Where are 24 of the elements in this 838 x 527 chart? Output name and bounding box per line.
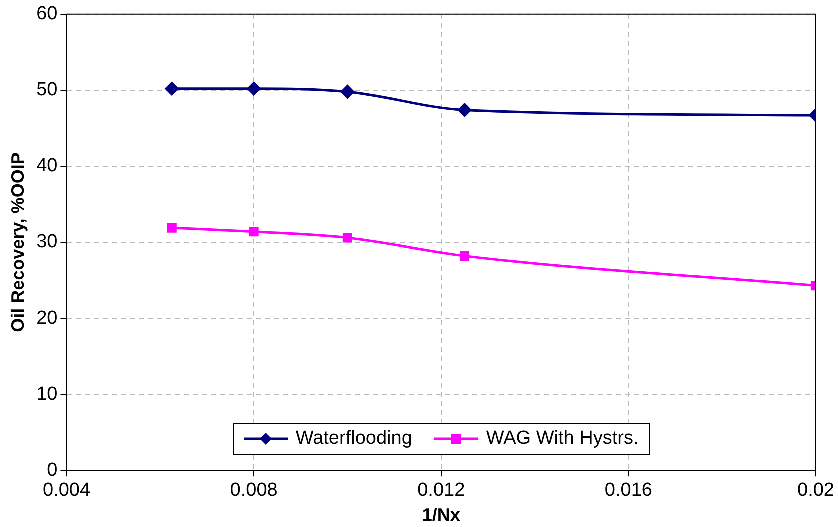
point bbox=[247, 82, 261, 96]
y-tick-label: 0 bbox=[47, 460, 58, 481]
point bbox=[167, 223, 177, 233]
y-tick-label: 50 bbox=[36, 80, 58, 101]
y-tick-label: 20 bbox=[36, 308, 58, 329]
point bbox=[342, 233, 352, 243]
point bbox=[458, 103, 472, 117]
legend-label: Waterflooding bbox=[296, 428, 412, 450]
y-tick-label: 10 bbox=[36, 384, 58, 405]
y-tick-label: 40 bbox=[36, 156, 58, 177]
point bbox=[165, 82, 179, 96]
x-tick-label: 0.02 bbox=[798, 480, 834, 502]
point bbox=[340, 85, 354, 99]
x-tick-label: 0.012 bbox=[418, 480, 466, 502]
legend-label: WAG With Hystrs. bbox=[486, 428, 639, 450]
x-tick-label: 0.008 bbox=[230, 480, 278, 502]
y-tick-label: 60 bbox=[36, 4, 58, 25]
x-tick-label: 0.004 bbox=[42, 480, 91, 502]
point bbox=[460, 251, 470, 261]
y-axis-title: Oil Recovery, %OOIP bbox=[8, 152, 28, 332]
x-tick-label: 0.016 bbox=[604, 480, 652, 502]
point bbox=[249, 227, 259, 237]
x-axis-title: 1/Nx bbox=[422, 505, 460, 526]
y-tick-label: 30 bbox=[36, 232, 58, 253]
